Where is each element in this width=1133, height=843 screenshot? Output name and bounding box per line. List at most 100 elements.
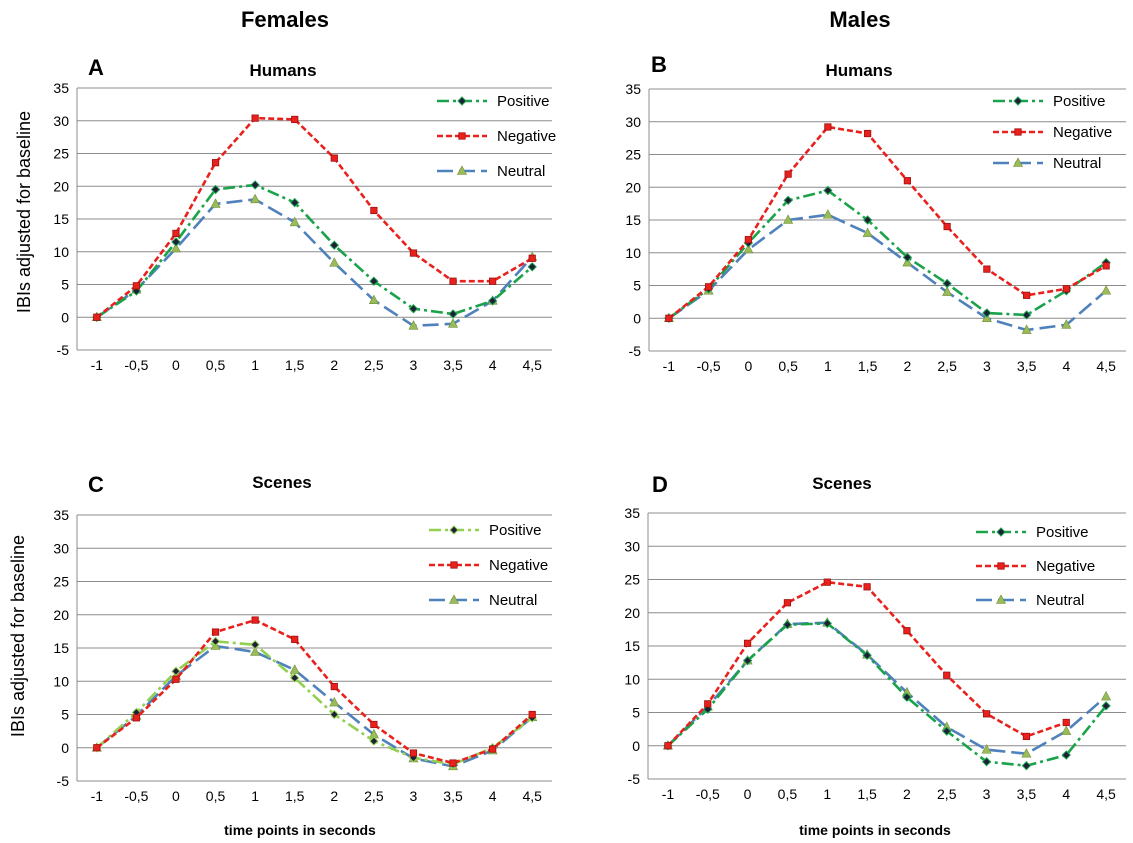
x-tick-label: 3 <box>410 357 418 373</box>
data-point-negative <box>1102 262 1110 270</box>
y-tick-label: 20 <box>624 605 640 621</box>
y-tick-label: -5 <box>628 771 641 787</box>
x-tick-label: 1 <box>823 786 831 802</box>
y-tick-label: 15 <box>53 640 69 656</box>
legend-marker-negative <box>450 561 458 569</box>
series-line-negative <box>666 580 1067 747</box>
data-point-positive <box>942 726 952 736</box>
x-tick-label: 4 <box>489 788 497 804</box>
data-point-negative <box>1062 285 1070 293</box>
legend-marker-negative <box>997 562 1005 570</box>
series-line-neutral <box>666 621 1107 756</box>
data-point-negative <box>705 283 713 291</box>
y-tick-label: 15 <box>53 211 69 227</box>
y-tick-label: 5 <box>632 705 640 721</box>
data-point-positive <box>408 304 419 314</box>
y-tick-label: 25 <box>53 146 69 162</box>
data-point-negative <box>291 115 299 124</box>
data-point-neutral <box>329 257 340 267</box>
y-tick-label: 35 <box>625 81 641 97</box>
data-point-neutral <box>289 216 300 227</box>
legend-label-negative: Negative <box>497 128 556 145</box>
x-tick-label: 0 <box>744 358 752 374</box>
data-point-negative <box>489 277 497 285</box>
data-point-negative <box>943 671 951 679</box>
legend-label-neutral: Neutral <box>1053 155 1101 172</box>
data-point-positive <box>448 309 458 319</box>
y-axis-label-bottom: IBIs adjusted for baseline <box>8 535 28 737</box>
data-point-neutral <box>448 318 459 328</box>
chart-panel-c: C Scenes -5 0 5 10 15 20 25 30 35 -1 -0,5 0 0,5 1 1,5 2 2,… <box>53 472 552 804</box>
legend-marker-neutral <box>996 594 1006 604</box>
data-point-negative <box>983 265 991 273</box>
data-point-positive <box>290 673 300 683</box>
x-tick-label: 3 <box>983 358 991 374</box>
data-point-neutral <box>743 243 754 254</box>
data-point-positive <box>1021 760 1032 771</box>
y-tick-label: 0 <box>61 309 69 325</box>
y-tick-label: 20 <box>53 607 69 623</box>
legend-label-negative: Negative <box>489 557 548 574</box>
y-tick-label: 30 <box>625 114 641 130</box>
x-tick-label: 0 <box>172 788 180 804</box>
x-tick-label: 2 <box>903 786 911 802</box>
data-point-positive <box>902 252 913 263</box>
x-tick-label: 1,5 <box>285 788 305 804</box>
data-point-neutral <box>289 664 300 674</box>
data-point-positive <box>942 278 952 289</box>
column-title-males: Males <box>829 7 890 32</box>
data-point-neutral <box>210 198 221 208</box>
series-line-negative <box>96 618 534 765</box>
x-tick-label: -0,5 <box>124 788 148 804</box>
data-point-negative <box>704 700 712 708</box>
y-tick-label: -5 <box>629 343 642 359</box>
data-point-negative <box>528 710 536 719</box>
data-point-negative <box>449 759 457 767</box>
data-point-positive <box>369 736 379 746</box>
x-tick-label: 1 <box>251 788 259 804</box>
data-point-positive <box>1061 750 1071 760</box>
data-point-negative <box>449 277 457 285</box>
x-tick-label: 2,5 <box>937 358 957 374</box>
data-point-negative <box>409 749 418 757</box>
y-tick-label: -5 <box>57 773 70 789</box>
legend-label-negative: Negative <box>1036 558 1095 575</box>
x-tick-label: 2 <box>330 788 338 804</box>
data-point-positive <box>742 655 753 666</box>
x-tick-label: 4,5 <box>522 788 542 804</box>
x-tick-label: 0,5 <box>778 786 798 802</box>
y-tick-label: 0 <box>632 738 640 754</box>
legend-label-negative: Negative <box>1053 124 1112 141</box>
data-point-positive <box>487 296 498 306</box>
data-point-negative <box>291 635 299 643</box>
x-tick-label: -0,5 <box>697 358 721 374</box>
x-tick-label: 4 <box>489 357 497 373</box>
panel-letter: C <box>88 472 104 497</box>
x-tick-label: 2 <box>330 357 338 373</box>
legend-label-positive: Positive <box>1036 524 1089 541</box>
legend-label-positive: Positive <box>497 93 550 110</box>
data-point-positive <box>171 237 181 247</box>
x-tick-label: 3,5 <box>1017 358 1037 374</box>
series-line-negative <box>95 116 533 319</box>
x-tick-label: 3,5 <box>443 788 463 804</box>
data-point-negative <box>783 599 792 607</box>
panel-letter: A <box>88 55 104 80</box>
data-point-negative <box>132 282 140 290</box>
data-point-negative <box>823 578 831 586</box>
y-axis-label-top: IBIs adjusted for baseline <box>14 111 34 313</box>
data-point-positive <box>250 639 260 650</box>
x-tick-label: 3 <box>410 788 418 804</box>
column-title-females: Females <box>241 7 329 32</box>
data-point-neutral <box>368 294 379 305</box>
data-point-positive <box>1101 701 1111 711</box>
data-point-positive <box>329 709 339 720</box>
data-point-negative <box>743 639 752 647</box>
data-point-positive <box>290 197 300 208</box>
data-point-positive <box>527 262 537 272</box>
chart-panel-d: D Scenes -5 0 5 10 15 20 25 30 35 -1 -0,5 0 0,5 1 1,5 2 2,… <box>624 472 1126 802</box>
y-tick-label: 10 <box>53 673 69 689</box>
y-tick-label: 0 <box>61 740 69 756</box>
data-point-neutral <box>1061 725 1072 735</box>
y-tick-label: 30 <box>624 538 640 554</box>
